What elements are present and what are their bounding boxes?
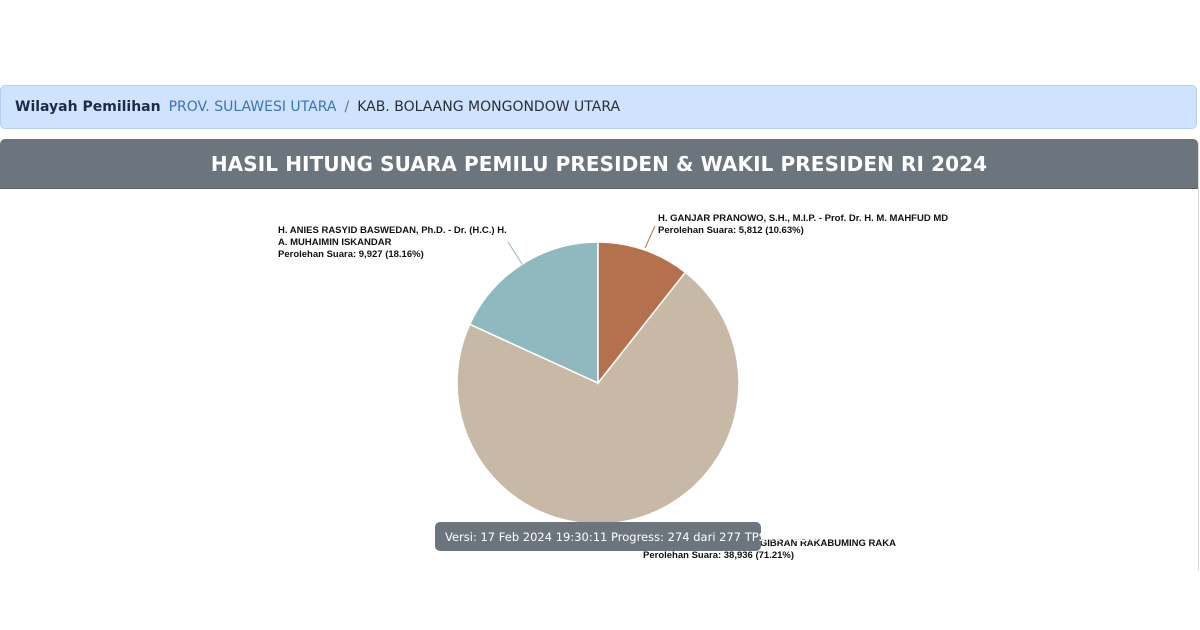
leader-line-anies <box>507 241 523 265</box>
results-card: HASIL HITUNG SUARA PEMILU PRESIDEN & WAK… <box>0 139 1199 571</box>
version-progress-tooltip: Versi: 17 Feb 2024 19:30:11 Progress: 27… <box>435 522 823 551</box>
data-label-anies: H. ANIES RASYID BASWEDAN, Ph.D. - Dr. (H… <box>278 225 507 260</box>
breadcrumb-separator: / <box>344 99 350 115</box>
breadcrumb: Wilayah Pemilihan PROV. SULAWESI UTARA /… <box>0 85 1197 129</box>
pie-slice-ganjar-mahfud[interactable] <box>597 241 687 386</box>
data-label-ganjar: H. GANJAR PRANOWO, S.H., M.I.P. - Prof. … <box>658 213 949 236</box>
data-label-prabowo-gibran: GIBRAN RAKABUMING RAKA Perolehan Suara: … <box>643 538 896 561</box>
pie-slice-prabowo-gibran[interactable] <box>456 271 740 525</box>
leader-line-ganjar <box>644 225 656 249</box>
card-header: HASIL HITUNG SUARA PEMILU PRESIDEN & WAK… <box>0 139 1198 189</box>
pie-slice-anies-muhaimin[interactable] <box>468 241 599 385</box>
breadcrumb-regency: KAB. BOLAANG MONGONDOW UTARA <box>357 99 621 115</box>
breadcrumb-province-link[interactable]: PROV. SULAWESI UTARA <box>168 99 337 115</box>
page-title: HASIL HITUNG SUARA PEMILU PRESIDEN & WAK… <box>210 151 988 176</box>
breadcrumb-label: Wilayah Pemilihan <box>15 99 161 115</box>
